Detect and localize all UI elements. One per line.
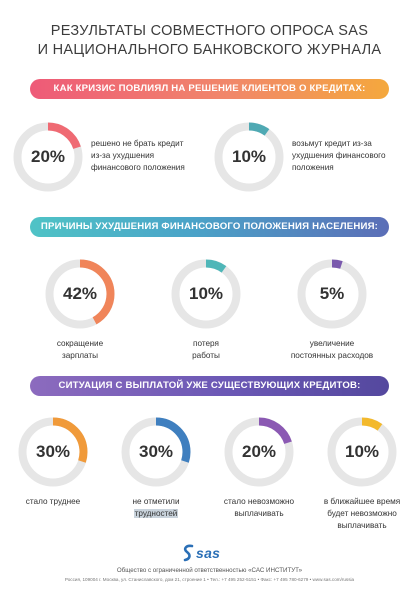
label-line: выплачивать	[234, 509, 284, 518]
donut-value: 10%	[344, 442, 380, 461]
label-line: трудностей	[106, 508, 206, 520]
donut-arc	[297, 259, 367, 329]
label-line: ухудшения финансового	[292, 151, 386, 160]
label-line: зарплаты	[61, 351, 99, 360]
donut-chart-s3-4	[327, 417, 397, 487]
label-line: стало невозможно	[223, 497, 295, 506]
donut-arc	[214, 122, 284, 192]
donut-chart-s2-3	[297, 259, 367, 329]
donut-label-s1-2: возьмут кредит из-за ухудшения финансово…	[292, 138, 386, 174]
donut-chart-s2-2	[171, 259, 241, 329]
donut-arc	[45, 259, 115, 329]
label-line: стало труднее	[25, 497, 81, 506]
donut-value: 20%	[241, 442, 277, 461]
footer-address: Россия, 109004 г. Москва, ул. Станиславс…	[64, 577, 355, 582]
donut-s2-3: 5%	[296, 258, 368, 330]
donut-arc	[224, 417, 294, 487]
donut-value: 10%	[231, 147, 267, 166]
donut-value: 30%	[35, 442, 71, 461]
label-line: постоянных расходов	[290, 351, 374, 360]
label-line: сокращение	[56, 339, 104, 348]
donut-s3-3: 20%	[223, 416, 295, 488]
label-line: положения	[292, 163, 334, 172]
donut-label-s2-3: увеличение постоянных расходов	[272, 338, 392, 362]
donut-s3-4: 10%	[326, 416, 398, 488]
donut-arc	[13, 122, 83, 192]
donut-value: 5%	[319, 284, 345, 303]
donut-label-s3-3: стало невозможно выплачивать	[209, 496, 309, 520]
title-line-2: И НАЦИОНАЛЬНОГО БАНКОВСКОГО ЖУРНАЛА	[37, 42, 382, 58]
donut-label-s3-2: не отметили трудностей	[106, 496, 206, 520]
label-line: решено не брать кредит	[91, 139, 184, 148]
label-line: потеря	[193, 339, 219, 348]
sas-logo: sas	[182, 544, 242, 562]
section-3-heading: СИТУАЦИЯ С ВЫПЛАТОЙ УЖЕ СУЩЕСТВУЮЩИХ КРЕ…	[30, 376, 389, 396]
section-2-heading: ПРИЧИНЫ УХУДШЕНИЯ ФИНАНСОВОГО ПОЛОЖЕНИЯ …	[30, 217, 389, 237]
donut-label-s2-1: сокращение зарплаты	[20, 338, 140, 362]
donut-label-s3-1: стало труднее	[3, 496, 103, 508]
label-line: будет невозможно	[327, 509, 397, 518]
donut-s2-1: 42%	[44, 258, 116, 330]
donut-arc	[18, 417, 88, 487]
page-title: РЕЗУЛЬТАТЫ СОВМЕСТНОГО ОПРОСА SAS И НАЦИ…	[0, 22, 419, 60]
donut-arc	[121, 417, 191, 487]
donut-value: 30%	[138, 442, 174, 461]
label-line: увеличение	[309, 339, 355, 348]
section-1-heading: КАК КРИЗИС ПОВЛИЯЛ НА РЕШЕНИЕ КЛИЕНТОВ О…	[30, 79, 389, 99]
label-line: не отметили	[132, 497, 180, 506]
donut-s3-2: 30%	[120, 416, 192, 488]
donut-chart-s1-2	[214, 122, 284, 192]
donut-s3-1: 30%	[17, 416, 89, 488]
label-line: финансового положения	[91, 163, 185, 172]
donut-chart-s1-1	[13, 122, 83, 192]
label-line: выплачивать	[337, 521, 387, 530]
label-line: работы	[192, 351, 220, 360]
title-line-1: РЕЗУЛЬТАТЫ СОВМЕСТНОГО ОПРОСА SAS	[50, 23, 369, 39]
label-line: в ближайшее время	[323, 497, 401, 506]
donut-chart-s3-2	[121, 417, 191, 487]
donut-s2-2: 10%	[170, 258, 242, 330]
donut-chart-s3-1	[18, 417, 88, 487]
donut-value: 10%	[188, 284, 224, 303]
footer-company: Общество с ограниченной ответственностью…	[116, 567, 303, 574]
donut-label-s1-1: решено не брать кредит из-за ухудшения ф…	[91, 138, 185, 174]
donut-value: 20%	[30, 147, 66, 166]
label-line: возьмут кредит из-за	[292, 139, 372, 148]
donut-chart-s3-3	[224, 417, 294, 487]
highlighted-text: трудностей	[133, 509, 179, 518]
donut-s1-1: 20%	[12, 121, 84, 193]
donut-arc	[327, 417, 397, 487]
sas-logo-text: sas	[196, 545, 221, 561]
label-line: из-за ухудшения	[91, 151, 155, 160]
donut-s1-2: 10%	[213, 121, 285, 193]
sas-swirl-icon	[183, 544, 194, 562]
donut-label-s3-4: в ближайшее время будет невозможно выпла…	[312, 496, 412, 532]
donut-arc	[171, 259, 241, 329]
donut-chart-s2-1	[45, 259, 115, 329]
donut-label-s2-2: потеря работы	[146, 338, 266, 362]
donut-value: 42%	[62, 284, 98, 303]
